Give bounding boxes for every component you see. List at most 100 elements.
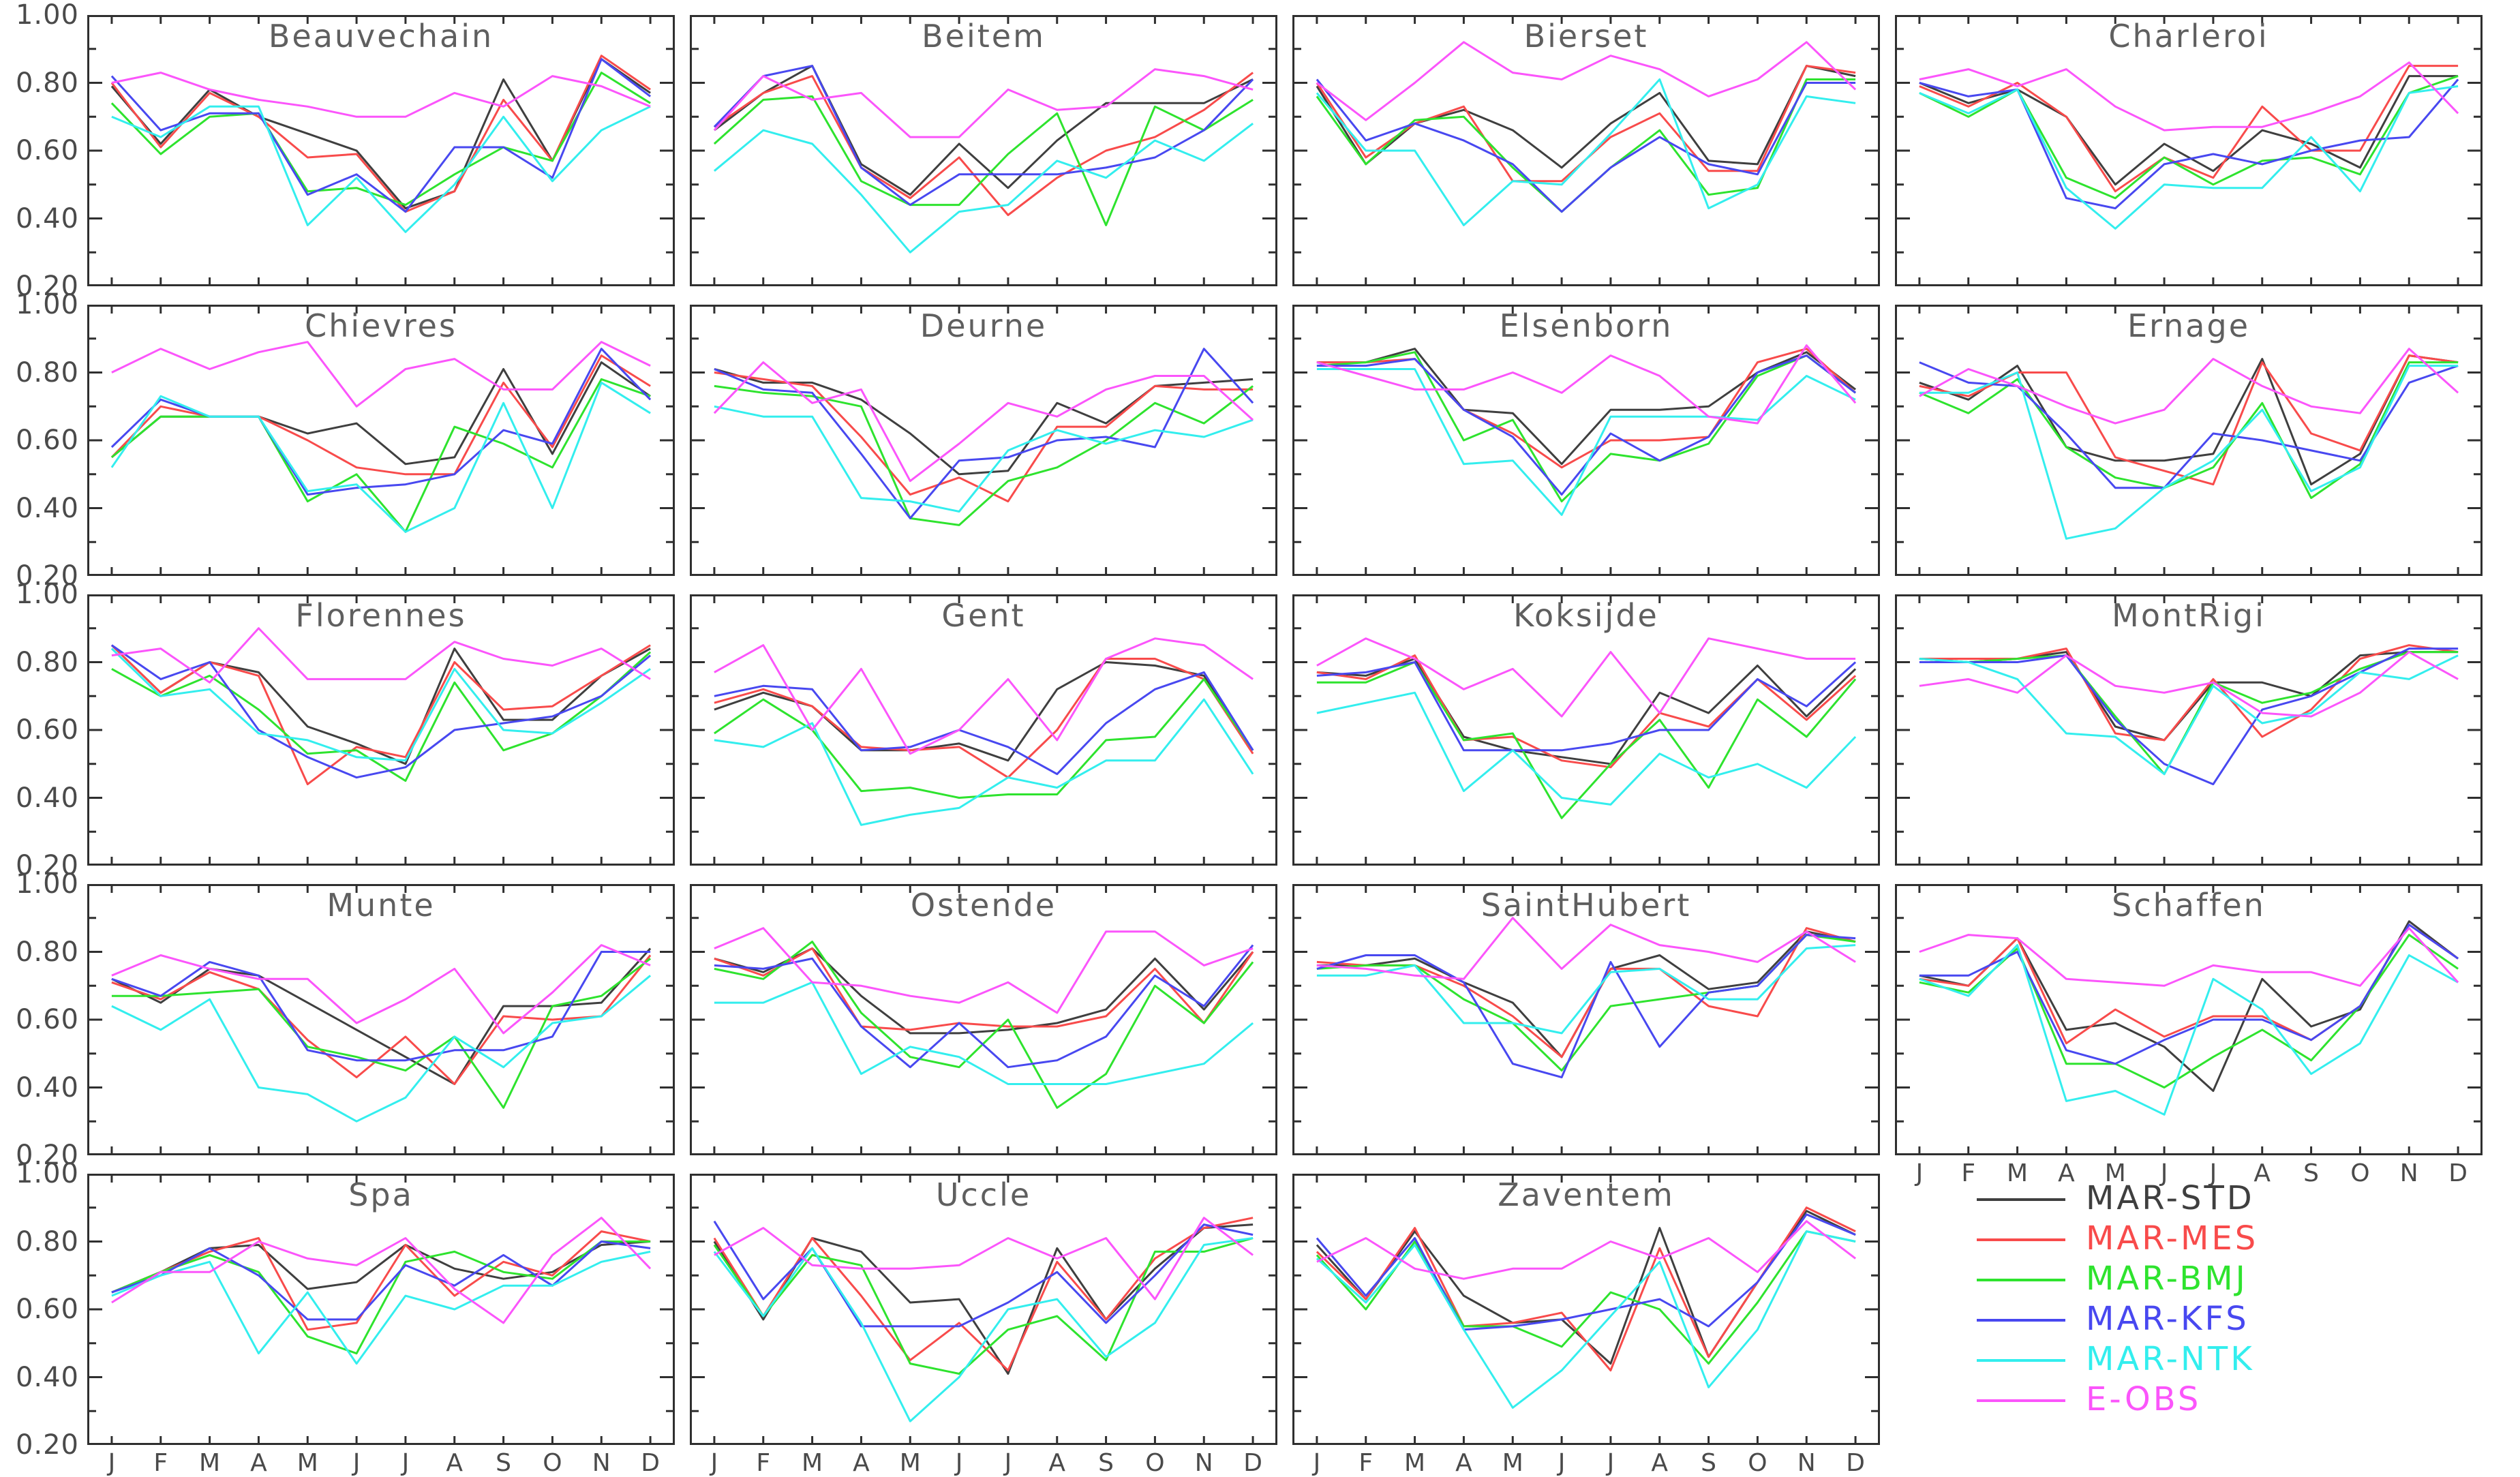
series-line-mar-std	[1919, 75, 2459, 186]
x-axis-label-month: O	[1748, 1449, 1767, 1477]
plot-frame	[690, 305, 1277, 576]
x-axis-label-month: N	[2399, 1159, 2418, 1187]
plot-frame	[87, 594, 675, 866]
series-line-mar-kfs	[1316, 78, 1856, 213]
legend-line-swatch	[1977, 1399, 2065, 1402]
series-line-mar-kfs	[714, 671, 1254, 776]
plot-frame	[87, 15, 675, 286]
panel-koksijde: Koksijde	[1292, 594, 1880, 866]
panel-title: Florennes	[295, 597, 467, 634]
y-axis-label: 1.00	[15, 0, 79, 31]
series-line-mar-ntk	[714, 405, 1254, 513]
x-axis-label-month: M	[1502, 1449, 1523, 1477]
panel-title: MontRigi	[2112, 597, 2266, 634]
x-axis-label-month: F	[756, 1449, 771, 1477]
panel-beitem: Beitem	[690, 15, 1277, 286]
series-line-mar-kfs	[1919, 924, 2459, 1065]
x-axis-label-month: A	[1651, 1449, 1669, 1477]
series-line-mar-kfs	[1316, 661, 1857, 752]
axis-ticks	[690, 305, 1277, 576]
series-line-mar-std	[714, 661, 1254, 762]
series-line-mar-bmj	[110, 378, 651, 533]
x-axis-label-month: J	[401, 1449, 410, 1477]
plot-area-zaventem	[1292, 1174, 1880, 1445]
plot-frame	[690, 884, 1277, 1155]
y-axis-label: 0.80	[15, 356, 79, 389]
x-axis-label-month: A	[2253, 1159, 2271, 1187]
x-axis-label-month: D	[2448, 1159, 2468, 1187]
x-axis-label-month: S	[1701, 1449, 1717, 1477]
x-axis-label-month: J	[710, 1449, 718, 1477]
x-axis-label-month: M	[199, 1449, 221, 1477]
panel-title: Ostende	[910, 887, 1057, 924]
panel-title: Beauvechain	[268, 18, 494, 55]
series-line-mar-kfs	[1316, 354, 1857, 496]
axis-ticks	[1895, 884, 2483, 1155]
x-axis-label-month: N	[1797, 1449, 1816, 1477]
panel-munte: Munte 1.00 0.80 0.60 0.40 0.20	[16, 868, 675, 1171]
legend-label: MAR-BMJ	[2086, 1260, 2248, 1298]
series-line-e-obs	[1919, 61, 2459, 132]
legend-line-swatch	[1977, 1238, 2065, 1241]
series-line-mar-kfs	[1919, 78, 2459, 210]
series-line-mar-std	[1919, 354, 2459, 486]
panel-title: Beitem	[922, 18, 1046, 55]
panel-uccle: Uccle J F M A M J J A S O N D	[690, 1174, 1277, 1477]
plot-area-chievres	[87, 305, 675, 576]
series-line-mar-ntk	[1919, 365, 2459, 540]
y-axis-label: 0.40	[15, 1361, 79, 1393]
series-line-mar-mes	[714, 947, 1254, 1031]
series-line-e-obs	[714, 1217, 1254, 1300]
series-line-e-obs	[111, 944, 651, 1035]
x-axis-label-month: F	[1961, 1159, 1976, 1187]
series-line-mar-std	[1316, 658, 1857, 765]
plot-frame	[87, 884, 675, 1155]
series-line-mar-mes	[110, 354, 651, 476]
legend-line-swatch	[1977, 1198, 2065, 1201]
series-line-e-obs	[713, 68, 1254, 138]
panel-florennes: Florennes 1.00 0.80 0.60 0.40 0.20	[16, 579, 675, 881]
series-line-mar-bmj	[713, 1237, 1254, 1375]
x-axis-label-month: A	[1455, 1449, 1472, 1477]
legend-label: MAR-KFS	[2086, 1300, 2249, 1338]
series-line-e-obs	[1316, 1220, 1857, 1280]
axis-ticks	[1895, 305, 2483, 576]
x-axis-label-month: A	[446, 1449, 464, 1477]
panel-schaffen: Schaffen J F M A M J J A S O N D	[1895, 884, 2483, 1187]
panel-ernage: Ernage	[1895, 305, 2483, 576]
series-line-mar-mes	[110, 644, 651, 786]
x-axis-label-month: M	[297, 1449, 318, 1477]
x-axis-label-month: A	[2058, 1159, 2075, 1187]
plot-area-koksijde	[1292, 594, 1880, 866]
series-line-mar-ntk	[1316, 1230, 1856, 1409]
panel-montrigi: MontRigi	[1895, 594, 2483, 866]
plot-frame	[1292, 884, 1880, 1155]
axis-ticks	[690, 1174, 1277, 1445]
series-line-mar-mes	[714, 658, 1254, 779]
x-axis-label-month: M	[802, 1449, 823, 1477]
panel-deurne: Deurne	[690, 305, 1277, 576]
series-line-mar-ntk	[111, 1250, 651, 1365]
series-line-mar-std	[1919, 920, 2459, 1092]
series-line-mar-mes	[1919, 65, 2459, 193]
series-line-mar-mes	[714, 72, 1254, 216]
plot-frame	[1292, 305, 1880, 576]
series-line-mar-ntk	[1316, 78, 1856, 226]
series-line-mar-mes	[1919, 924, 2459, 1045]
series-line-e-obs	[714, 927, 1254, 1014]
y-axis-label: 0.40	[15, 492, 79, 524]
series-line-e-obs	[1919, 927, 2459, 987]
plot-frame	[1895, 15, 2483, 286]
series-line-mar-ntk	[713, 123, 1254, 254]
panel-spa: Spa 1.00 0.80 0.60 0.40 0.20 J F M A M J J A S O N D	[16, 1158, 675, 1477]
x-axis-label-month: M	[2007, 1159, 2029, 1187]
series-line-mar-bmj	[1316, 661, 1857, 819]
plot-area-montrigi	[1895, 594, 2483, 866]
series-line-mar-kfs	[110, 58, 652, 213]
panel-title: Uccle	[935, 1176, 1032, 1213]
y-axis-label: 0.60	[15, 1294, 79, 1325]
plot-area-ernage	[1895, 305, 2483, 576]
panel-title: Munte	[327, 887, 436, 924]
panel-charleroi: Charleroi	[1895, 15, 2483, 286]
